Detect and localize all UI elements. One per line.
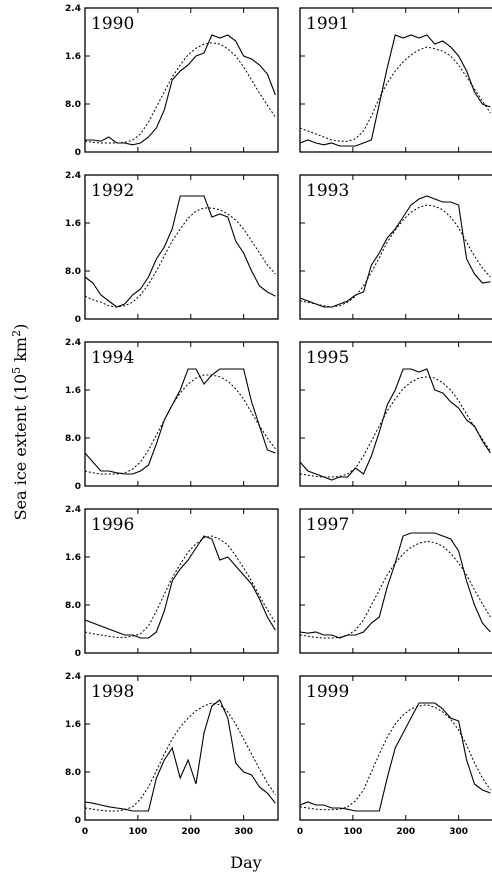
- plot-area: [85, 195, 276, 308]
- panel: 0 8.0 1.6 2.4 1990: [65, 4, 279, 158]
- panel-title: 1997: [306, 515, 349, 535]
- climatology-line: [85, 207, 276, 308]
- panel: 0 8.0 1.6 2.4 0 100 200 300 1998: [65, 672, 279, 837]
- y-tick-label: 2.4: [65, 672, 81, 682]
- frame: [299, 341, 492, 487]
- x-tick-label: 100: [128, 827, 147, 837]
- frame: [84, 341, 279, 487]
- climatology-line: [85, 535, 276, 638]
- data-line: [85, 368, 276, 475]
- plot-area: [300, 532, 491, 639]
- panel-title: 1999: [306, 682, 349, 702]
- climatology-line: [85, 702, 276, 812]
- y-tick-label: 8.0: [65, 267, 81, 277]
- data-line: [300, 34, 491, 147]
- data-line: [300, 368, 491, 481]
- y-tick-label: 0: [75, 649, 81, 659]
- panel-title: 1996: [91, 515, 134, 535]
- x-tick-label: 300: [234, 827, 253, 837]
- panel: 1991: [299, 7, 492, 153]
- y-axis-title: Sea ice extent (105 km2): [10, 324, 30, 521]
- panel-title: 1991: [306, 14, 349, 34]
- climatology-line: [300, 46, 491, 142]
- data-line: [85, 535, 276, 639]
- y-tick-label: 8.0: [65, 100, 81, 110]
- y-axis-title-sup: 5: [10, 367, 23, 374]
- panel: 1995: [299, 341, 492, 487]
- y-axis-title-sup: 2: [10, 330, 23, 337]
- y-tick-label: 8.0: [65, 768, 81, 778]
- panel-title: 1993: [306, 181, 349, 201]
- x-tick-label: 300: [449, 827, 468, 837]
- y-tick-label: 2.4: [65, 505, 81, 515]
- plot-area: [300, 34, 491, 147]
- panel: 0 100 200 300 1999: [297, 675, 492, 837]
- frame: [299, 174, 492, 320]
- x-axis-title: Day: [230, 853, 261, 872]
- frame: [84, 508, 279, 654]
- panel-title: 1990: [91, 14, 134, 34]
- climatology-line: [300, 376, 491, 478]
- frame: [84, 7, 279, 153]
- panel: 0 8.0 1.6 2.4 1996: [65, 505, 279, 659]
- data-line: [300, 532, 491, 639]
- y-tick-label: 8.0: [65, 601, 81, 611]
- plot-area: [85, 368, 276, 475]
- y-axis-title-part: km: [11, 337, 30, 367]
- data-line: [85, 699, 276, 812]
- x-tick-label: 200: [396, 827, 415, 837]
- y-tick-label: 0: [75, 816, 81, 826]
- panel-title: 1992: [91, 181, 134, 201]
- y-tick-label: 2.4: [65, 338, 81, 348]
- climatology-line: [300, 540, 491, 639]
- climatology-line: [85, 42, 276, 144]
- data-line: [85, 34, 276, 146]
- panel: 0 8.0 1.6 2.4 1994: [65, 338, 279, 492]
- x-tick-label: 100: [343, 827, 362, 837]
- y-tick-label: 1.6: [65, 720, 81, 730]
- y-tick-label: 1.6: [65, 52, 81, 62]
- plot-area: [85, 34, 276, 146]
- panel-title: 1994: [91, 348, 134, 368]
- x-tick-label: 0: [297, 827, 303, 837]
- panel-title: 1998: [91, 682, 134, 702]
- x-tick-label: 200: [181, 827, 200, 837]
- panel: 1997: [299, 508, 492, 654]
- y-axis-title-part: Sea ice extent (10: [11, 374, 30, 521]
- y-tick-label: 1.6: [65, 553, 81, 563]
- y-axis-title-part: ): [11, 324, 30, 330]
- y-tick-label: 0: [75, 148, 81, 158]
- data-line: [85, 195, 276, 308]
- y-tick-label: 0: [75, 315, 81, 325]
- climatology-line: [300, 704, 491, 811]
- y-tick-label: 2.4: [65, 171, 81, 181]
- y-tick-label: 1.6: [65, 386, 81, 396]
- panel: 0 8.0 1.6 2.4 1992: [65, 171, 279, 325]
- y-tick-label: 1.6: [65, 219, 81, 229]
- y-tick-label: 2.4: [65, 4, 81, 14]
- plot-area: [85, 699, 276, 812]
- frame: [299, 7, 492, 153]
- plot-area: [300, 195, 491, 308]
- climatology-line: [300, 204, 491, 308]
- plot-area: [300, 368, 491, 481]
- data-line: [300, 702, 491, 812]
- y-tick-label: 8.0: [65, 434, 81, 444]
- frame: [84, 675, 279, 821]
- data-line: [300, 195, 491, 308]
- panel: 1993: [299, 174, 492, 320]
- plot-area: [300, 702, 491, 812]
- frame: [299, 675, 492, 821]
- plot-area: [85, 535, 276, 639]
- y-tick-label: 0: [75, 482, 81, 492]
- frame: [84, 174, 279, 320]
- panel-title: 1995: [306, 348, 349, 368]
- x-tick-label: 0: [82, 827, 88, 837]
- frame: [299, 508, 492, 654]
